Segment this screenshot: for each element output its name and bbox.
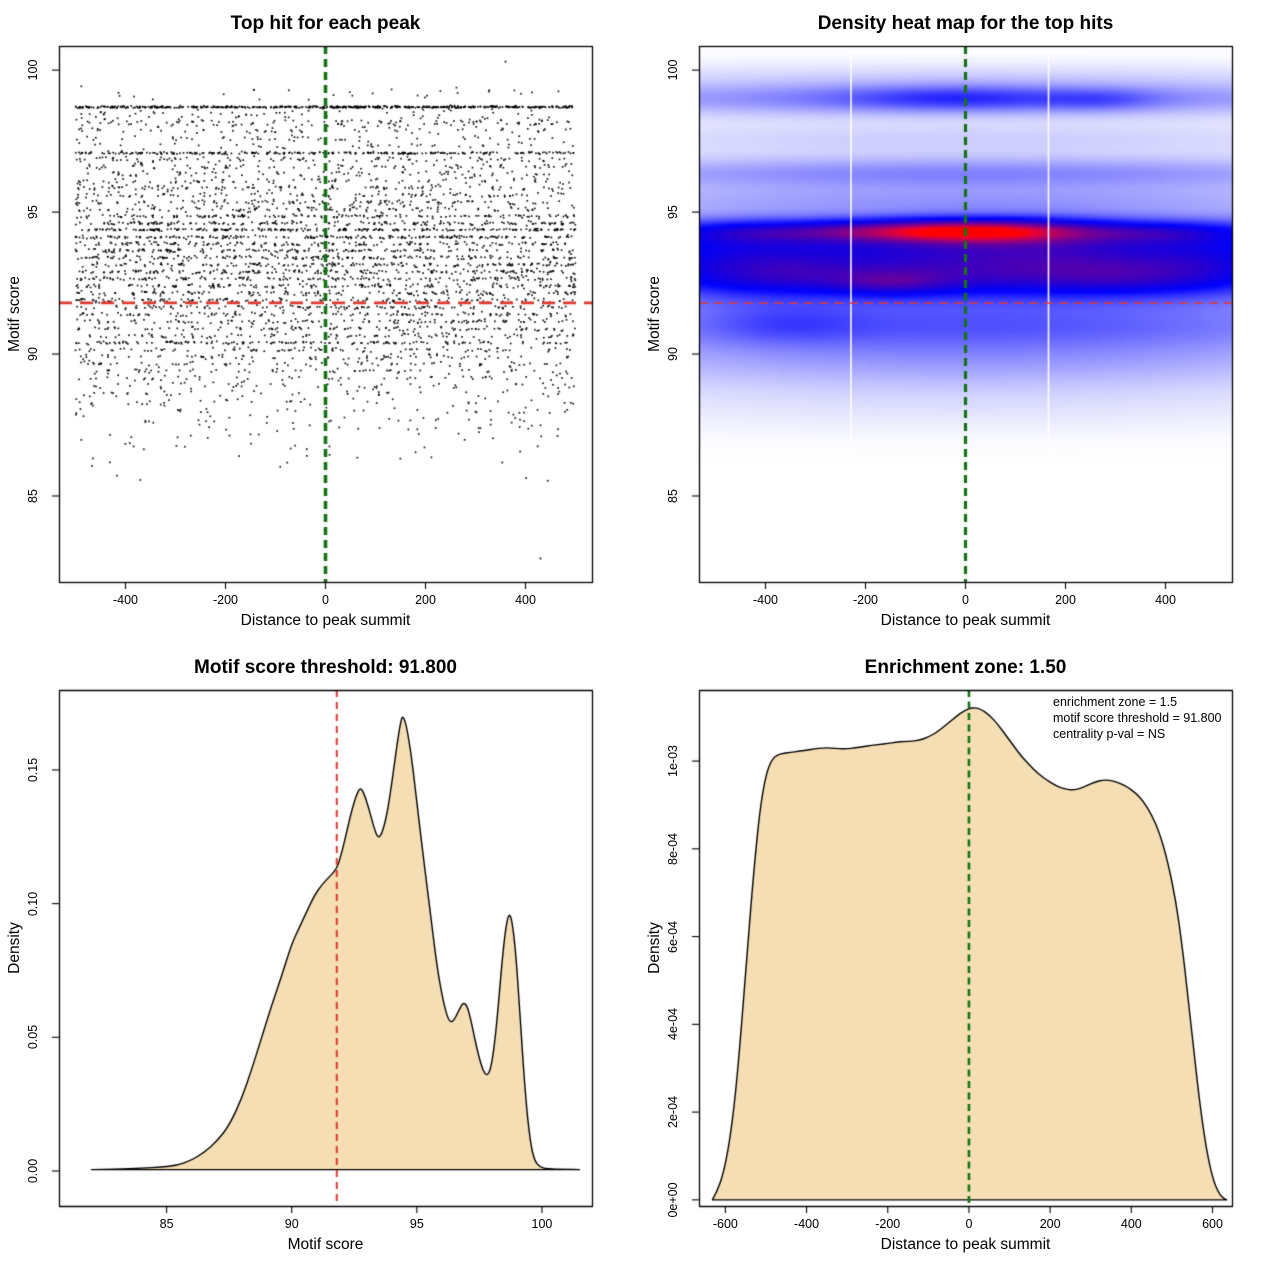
x-tick-label: 0 bbox=[322, 593, 329, 607]
legend-item-motif-threshold: motif score threshold = 91.800 bbox=[1014, 710, 1222, 726]
legend-label: motif score threshold = 91.800 bbox=[1053, 711, 1222, 725]
panel-title: Top hit for each peak bbox=[230, 13, 421, 34]
x-tick-label: -200 bbox=[212, 593, 239, 607]
x-tick-label: 200 bbox=[1039, 1217, 1061, 1231]
heatmap-plot-canvas bbox=[640, 0, 1280, 640]
distance-density-plot-canvas bbox=[640, 640, 1280, 1280]
panel-title: Motif score threshold: 91.800 bbox=[194, 657, 457, 678]
y-tick-label: 0.00 bbox=[26, 1158, 40, 1184]
x-tick-label: 0 bbox=[965, 1217, 973, 1231]
y-tick-label: 0e+00 bbox=[666, 1182, 680, 1218]
panel-density-heatmap: Density heat map for the top hits Distan… bbox=[640, 0, 1280, 640]
y-tick-label: 6e-04 bbox=[666, 920, 680, 953]
scatter-plot-canvas bbox=[0, 0, 640, 640]
y-axis-label: Density bbox=[6, 922, 23, 974]
y-tick-label: 95 bbox=[26, 205, 40, 220]
x-axis-label: Distance to peak summit bbox=[240, 612, 411, 629]
x-tick-label: 95 bbox=[409, 1217, 424, 1231]
x-tick-label: 200 bbox=[415, 593, 436, 607]
x-tick-label: 90 bbox=[284, 1217, 299, 1231]
x-tick-label: -400 bbox=[752, 593, 779, 607]
y-axis-label: Density bbox=[646, 922, 663, 974]
y-tick-label: 2e-04 bbox=[666, 1096, 680, 1129]
x-tick-label: -600 bbox=[712, 1217, 738, 1231]
panel-title: Density heat map for the top hits bbox=[817, 13, 1114, 34]
y-tick-label: 0.15 bbox=[26, 757, 40, 783]
y-tick-label: 90 bbox=[666, 347, 680, 361]
x-tick-label: 0 bbox=[962, 593, 969, 607]
y-tick-label: 90 bbox=[26, 347, 40, 361]
legend-label: enrichment zone = 1.5 bbox=[1053, 695, 1178, 709]
y-tick-label: 1e-03 bbox=[666, 745, 680, 778]
legend-item-centrality-pval: centrality p-val = NS bbox=[1014, 726, 1165, 742]
panel-title: Enrichment zone: 1.50 bbox=[864, 657, 1067, 678]
y-axis-label: Motif score bbox=[646, 276, 663, 352]
y-tick-label: 8e-04 bbox=[666, 832, 680, 865]
x-tick-label: 400 bbox=[1120, 1217, 1142, 1231]
y-tick-label: 100 bbox=[666, 59, 680, 81]
x-tick-label: -400 bbox=[794, 1217, 820, 1231]
x-tick-label: 400 bbox=[515, 593, 536, 607]
x-tick-label: -200 bbox=[852, 593, 879, 607]
y-axis-label: Motif score bbox=[6, 276, 23, 352]
y-tick-label: 0.10 bbox=[26, 891, 40, 916]
x-tick-label: 200 bbox=[1055, 593, 1076, 607]
x-tick-label: -400 bbox=[112, 593, 139, 607]
panel-distance-density: Enrichment zone: 1.50 Distance to peak s… bbox=[640, 640, 1280, 1280]
panel-top-hit-scatter: Top hit for each peak Distance to peak s… bbox=[0, 0, 640, 640]
y-tick-label: 85 bbox=[26, 489, 40, 503]
score-density-plot-canvas bbox=[0, 640, 640, 1280]
y-tick-label: 100 bbox=[26, 59, 40, 81]
x-axis-label: Distance to peak summit bbox=[880, 612, 1051, 629]
x-axis-label: Distance to peak summit bbox=[880, 1236, 1051, 1253]
x-axis-label: Motif score bbox=[287, 1236, 364, 1253]
y-tick-label: 95 bbox=[666, 205, 680, 220]
legend-label: centrality p-val = NS bbox=[1053, 727, 1166, 741]
x-tick-label: 85 bbox=[159, 1217, 174, 1231]
panel-motif-score-density: Motif score threshold: 91.800 Motif scor… bbox=[0, 640, 640, 1280]
y-tick-label: 4e-04 bbox=[666, 1008, 680, 1041]
y-tick-label: 85 bbox=[666, 489, 680, 503]
legend-item-enrichment-zone: enrichment zone = 1.5 bbox=[1014, 694, 1177, 710]
x-tick-label: 100 bbox=[531, 1217, 553, 1231]
x-tick-label: 400 bbox=[1155, 593, 1176, 607]
x-tick-label: -200 bbox=[875, 1217, 901, 1231]
y-tick-label: 0.05 bbox=[26, 1025, 40, 1050]
x-tick-label: 600 bbox=[1202, 1217, 1223, 1231]
